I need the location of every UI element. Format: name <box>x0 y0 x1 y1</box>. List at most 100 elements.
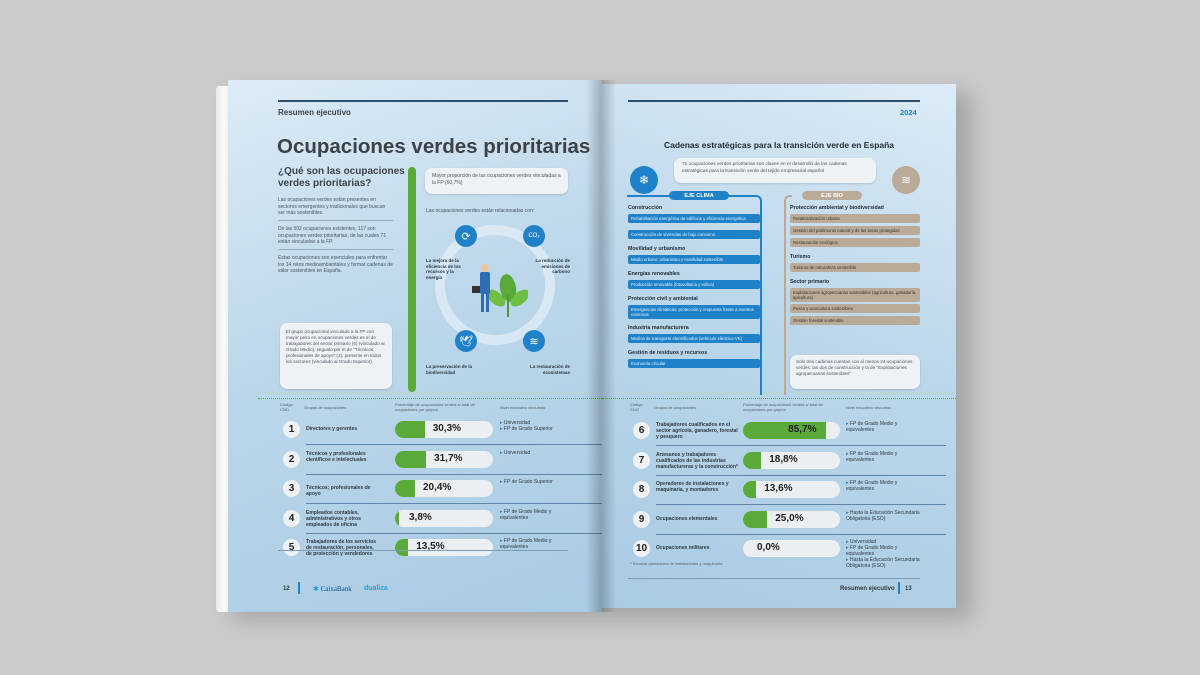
row-divider <box>306 473 602 475</box>
percentage-fill <box>395 450 427 468</box>
percentage-bar: 3,8% <box>395 509 493 527</box>
row-group: Técnicos; profesionales de apoyo <box>306 485 371 497</box>
row-divider <box>306 444 602 445</box>
row-divider <box>656 445 946 446</box>
percentage-value: 13,6% <box>764 483 793 494</box>
percentage-bar: 85,7% <box>743 422 840 439</box>
table-row: 10 Ocupaciones militares 0,0% UniversidadFP… <box>602 539 956 569</box>
education-levels: FP de Grado Medio y equivalentes <box>500 538 570 550</box>
row-group: Ocupaciones militares <box>656 545 710 551</box>
percentage-fill <box>395 480 415 497</box>
table-row: 8 Operadores de instalaciones y maquinari… <box>602 480 956 509</box>
row-code: 10 <box>633 540 650 557</box>
percentage-value: 13,5% <box>416 541 445 552</box>
divider <box>278 220 393 221</box>
chain-item: Construcción de viviendas de bajo consum… <box>628 230 760 239</box>
education-levels: FP de Grado Medio y equivalentes <box>846 480 926 492</box>
top-rule <box>628 100 920 102</box>
education-level: Universidad <box>500 420 570 426</box>
paragraph: Las ocupaciones verdes están presentes e… <box>278 197 386 216</box>
diagram-intro: Las ocupaciones verdes están relacionada… <box>426 208 535 214</box>
education-levels: Universidad <box>500 450 570 456</box>
bio-frame <box>784 195 792 395</box>
row-group: Trabajadores de los servicios de restaur… <box>306 539 377 557</box>
chain-item: Medio urbano: urbanismo y movilidad sost… <box>628 255 760 264</box>
percentage-bar: 31,7% <box>395 450 493 468</box>
callout-text: Solo tres cadenas cuentan con al menos 2… <box>796 359 913 376</box>
diagram-label: La preservación de la biodiversidad <box>426 364 473 375</box>
page-title: Cadenas estratégicas para la transición … <box>663 140 895 150</box>
row-group: Operadores de instalaciones y maquinaria… <box>656 481 729 493</box>
diagram-label: La restauración de ecosistemas <box>529 364 570 375</box>
education-level: FP de Grado Superior <box>500 479 570 485</box>
worker-plant-illustration <box>472 264 528 317</box>
year-label: 2024 <box>900 108 917 117</box>
header-percentage: Porcentaje de ocupaciones verdes s/ tota… <box>743 402 823 412</box>
table-row: 9 Ocupaciones elementales 25,0% Hasta la Ed… <box>602 510 956 539</box>
header-group: Grupos de ocupaciones <box>654 405 697 410</box>
dualiza-logo: dualiza <box>364 585 388 592</box>
right-page: 2024 Cadenas estratégicas para la transi… <box>602 84 956 608</box>
footer-separator <box>298 582 300 594</box>
percentage-fill <box>395 509 399 527</box>
chain-item: Explotaciones agropecuarias sostenibles … <box>790 288 920 302</box>
table-row: 2 Técnicos y profesionales científicos e … <box>228 450 602 479</box>
nature-icon: ≋ <box>892 166 920 194</box>
energy-cycle-icon: ⟳ <box>455 225 477 247</box>
page-number: 12 <box>283 586 290 592</box>
percentage-value: 30,3% <box>432 423 462 434</box>
chain-group-heading: Sector primario <box>790 279 830 285</box>
row-group: Ocupaciones elementales <box>656 515 718 522</box>
chain-item: Gestión forestal sostenible <box>790 316 920 325</box>
percentage-value: 18,8% <box>769 453 798 465</box>
row-divider <box>656 533 946 535</box>
paragraph: De las 502 ocupaciones existentes, 117 s… <box>278 226 387 245</box>
footnote: * Excepto operadores de instalaciones y … <box>630 561 724 566</box>
chain-group-heading: Energías renovables <box>628 271 680 277</box>
education-level: FP de Grado Superior <box>500 426 570 432</box>
footer-rule <box>278 550 568 551</box>
table-row: 1 Directores y gerentes 30,3% UniversidadFP… <box>228 420 602 449</box>
page-number: 13 <box>905 586 912 592</box>
education-level: FP de Grado Medio y equivalentes <box>500 538 570 550</box>
percentage-bar: 13,5% <box>395 539 493 556</box>
diagram-label: La mejora de la eficiencia de los recurs… <box>426 258 461 280</box>
chain-item: Restauración ecológica <box>790 238 920 247</box>
education-levels: UniversidadFP de Grado Superior <box>500 420 570 432</box>
table-row: 3 Técnicos; profesionales de apoyo 20,4% FP… <box>228 479 602 508</box>
header-education: Nivel educativo vinculado <box>500 405 546 410</box>
chain-item: Emergencias climáticas: protección y res… <box>628 305 760 319</box>
education-levels: FP de Grado Superior <box>500 479 570 485</box>
chain-item: Turismo de naturaleza sostenible <box>790 263 920 272</box>
callout-top: 71 ocupaciones verdes prioritarias son c… <box>674 158 876 183</box>
chain-group-heading: Protección civil y ambiental <box>628 296 698 302</box>
callout-text: Mayor proporción de las ocupaciones verd… <box>432 173 561 186</box>
percentage-fill <box>743 451 762 469</box>
education-level: FP de Grado Medio y equivalentes <box>846 480 926 492</box>
percentage-bar: 20,4% <box>395 480 493 497</box>
row-code: 2 <box>283 450 300 468</box>
callout-text: 71 ocupaciones verdes prioritarias son c… <box>682 162 847 174</box>
percentage-bar: 0,0% <box>743 540 840 557</box>
caixabank-logo-text: CaixaBank <box>320 585 352 593</box>
row-code: 6 <box>633 422 650 439</box>
chain-group-heading: Movilidad y urbanismo <box>628 246 686 252</box>
chain-group-heading: Gestión de residuos y recursos <box>628 350 708 356</box>
percentage-fill <box>395 539 409 556</box>
section-label: Resumen ejecutivo <box>278 108 351 117</box>
row-group: Empleados contables, administrativos y o… <box>306 509 362 528</box>
percentage-value: 85,7% <box>788 424 817 435</box>
header-code: Código CNO <box>630 402 643 412</box>
landscape-icon: ≋ <box>523 330 545 352</box>
divider <box>278 249 393 250</box>
education-levels: FP de Grado Medio y equivalentes <box>846 421 926 433</box>
bird-icon: 🕊 <box>455 330 477 352</box>
callout-bio: Solo tres cadenas cuentan con al menos 2… <box>790 355 920 389</box>
footer-rule <box>628 578 920 579</box>
row-code: 5 <box>283 539 300 556</box>
chain-group-heading: Construcción <box>628 205 663 211</box>
chain-group-heading: Protección ambiental y biodiversidad <box>790 205 884 211</box>
percentage-value: 31,7% <box>434 452 463 464</box>
row-divider <box>306 532 602 534</box>
chain-item: Pesca y acuicultura sostenibles <box>790 304 920 313</box>
